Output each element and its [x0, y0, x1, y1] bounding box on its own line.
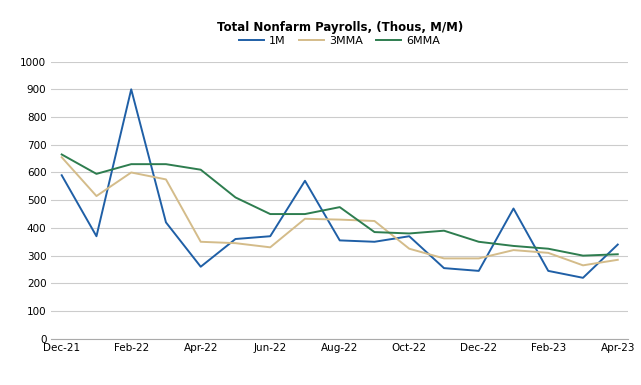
1M — [92, 234, 100, 239]
3MMA — [510, 248, 517, 253]
Legend: 1M, 3MMA, 6MMA: 1M, 3MMA, 6MMA — [235, 31, 445, 50]
Line: 1M: 1M — [62, 89, 618, 278]
1M — [162, 220, 170, 225]
1M — [370, 239, 378, 244]
1M — [197, 264, 204, 269]
1M — [614, 242, 622, 247]
1M — [579, 276, 587, 280]
3MMA — [336, 217, 344, 222]
3MMA — [614, 258, 622, 262]
6MMA — [58, 152, 65, 157]
3MMA — [162, 177, 170, 182]
3MMA — [92, 194, 100, 198]
1M — [336, 238, 344, 243]
3MMA — [544, 251, 552, 255]
3MMA — [579, 263, 587, 268]
1M — [128, 87, 135, 92]
Line: 6MMA: 6MMA — [62, 154, 618, 256]
1M — [440, 266, 448, 270]
1M — [231, 237, 239, 241]
1M — [58, 173, 65, 177]
1M — [267, 234, 274, 239]
3MMA — [301, 216, 309, 221]
6MMA — [370, 230, 378, 234]
6MMA — [405, 231, 413, 236]
1M — [475, 269, 483, 273]
Line: 3MMA: 3MMA — [62, 157, 618, 265]
6MMA — [162, 162, 170, 166]
3MMA — [370, 219, 378, 223]
3MMA — [58, 155, 65, 159]
3MMA — [128, 170, 135, 175]
6MMA — [267, 212, 274, 216]
6MMA — [579, 253, 587, 258]
6MMA — [336, 205, 344, 209]
3MMA — [475, 256, 483, 261]
6MMA — [614, 252, 622, 256]
3MMA — [267, 245, 274, 249]
6MMA — [301, 212, 309, 216]
1M — [405, 234, 413, 239]
6MMA — [197, 167, 204, 172]
6MMA — [231, 195, 239, 200]
1M — [510, 206, 517, 211]
Title: Total Nonfarm Payrolls, (Thous, M/M): Total Nonfarm Payrolls, (Thous, M/M) — [217, 21, 463, 34]
6MMA — [544, 246, 552, 251]
3MMA — [231, 241, 239, 246]
3MMA — [440, 256, 448, 261]
1M — [544, 269, 552, 273]
3MMA — [405, 246, 413, 251]
6MMA — [128, 162, 135, 166]
1M — [301, 179, 309, 183]
6MMA — [475, 239, 483, 244]
6MMA — [92, 172, 100, 176]
3MMA — [197, 239, 204, 244]
6MMA — [440, 228, 448, 233]
6MMA — [510, 244, 517, 248]
